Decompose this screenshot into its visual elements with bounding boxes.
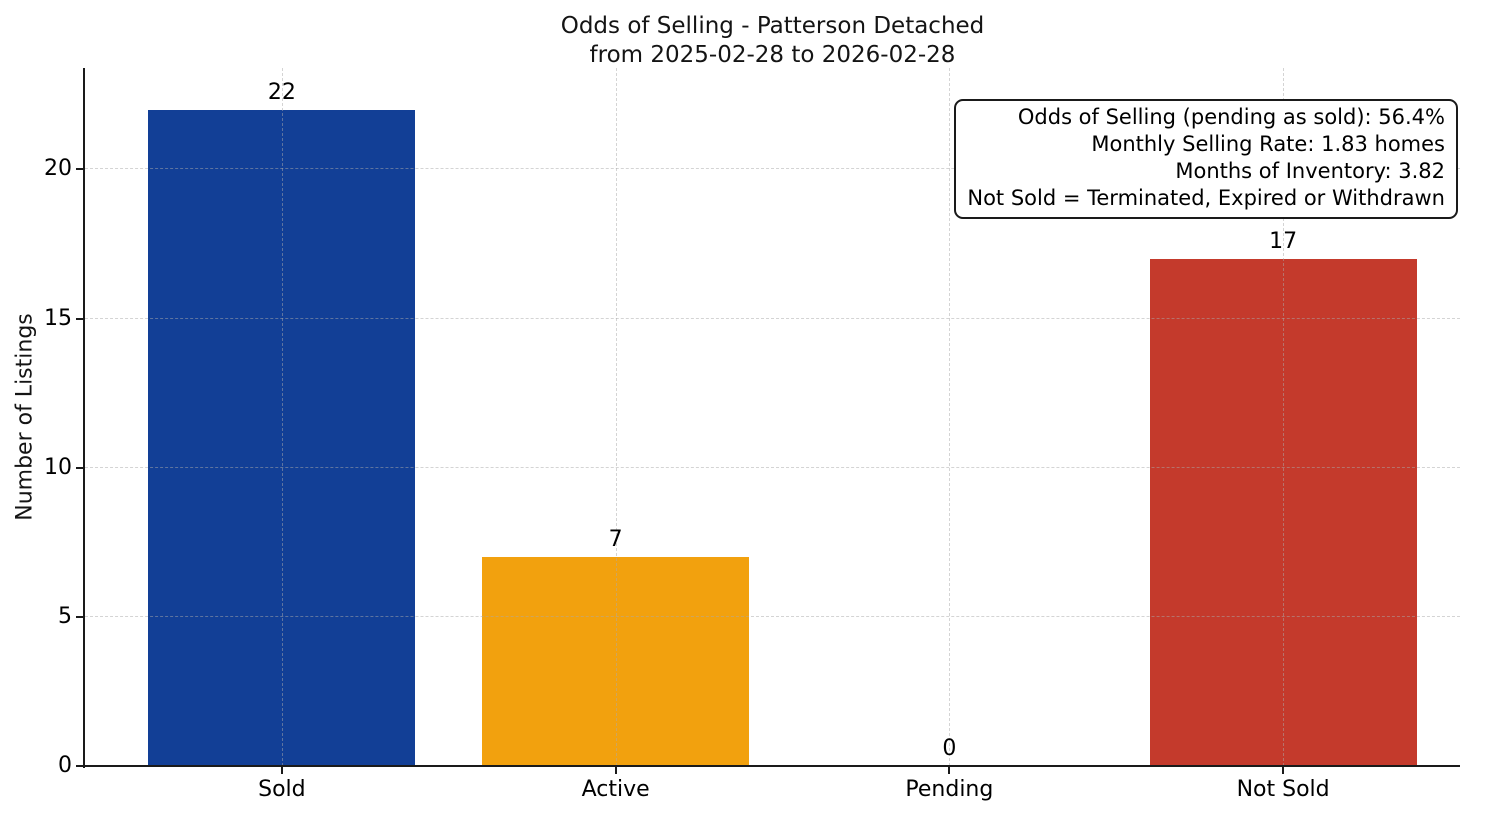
- bar-value-label: 7: [608, 527, 623, 553]
- y-tick-mark: [76, 317, 83, 320]
- gridline-horizontal: [85, 615, 1460, 617]
- bar-value-label: 17: [1269, 228, 1298, 254]
- y-tick-label: 15: [44, 305, 72, 331]
- chart-subtitle: from 2025-02-28 to 2026-02-28: [589, 42, 956, 68]
- y-tick-mark: [76, 765, 83, 767]
- bar-value-label: 22: [267, 79, 296, 105]
- x-tick-mark: [614, 767, 617, 774]
- chart-title-block: Odds of Selling - Patterson Detached fro…: [85, 12, 1460, 70]
- x-tick-label: Not Sold: [1236, 777, 1330, 802]
- gridline-horizontal: [85, 466, 1460, 468]
- y-tick-label: 10: [44, 454, 72, 480]
- gridline-vertical: [615, 68, 617, 766]
- bar-not-sold: [1149, 258, 1417, 766]
- gridline-horizontal: [85, 168, 1460, 170]
- gridline-vertical: [1283, 68, 1285, 766]
- annotation-line-inventory: Months of Inventory: 3.82: [1175, 159, 1445, 183]
- bar-active: [482, 557, 750, 766]
- x-axis-spine: [83, 765, 1460, 767]
- y-tick-mark: [76, 168, 83, 171]
- x-tick-mark: [1282, 767, 1285, 774]
- chart-title: Odds of Selling - Patterson Detached: [560, 13, 985, 39]
- x-tick-label: Active: [581, 777, 650, 802]
- x-tick-label: Pending: [905, 777, 994, 802]
- x-tick-mark: [948, 767, 951, 774]
- y-tick-label: 20: [44, 156, 72, 182]
- x-tick-mark: [280, 767, 283, 774]
- y-axis-spine: [83, 68, 85, 768]
- annotation-line-selling-rate: Monthly Selling Rate: 1.83 homes: [1091, 132, 1445, 156]
- y-tick-mark: [76, 615, 83, 618]
- plot-area: Odds of Selling (pending as sold): 56.4%…: [85, 68, 1460, 766]
- y-axis-label: Number of Listings: [12, 313, 38, 521]
- annotation-line-not-sold-def: Not Sold = Terminated, Expired or Withdr…: [967, 186, 1445, 210]
- y-tick-label: 0: [58, 753, 72, 778]
- bar-value-label: 0: [942, 736, 957, 761]
- gridline-vertical: [281, 68, 283, 766]
- gridline-horizontal: [85, 317, 1460, 319]
- x-tick-label: Sold: [258, 777, 306, 802]
- gridline-vertical: [949, 68, 951, 766]
- annotation-line-odds: Odds of Selling (pending as sold): 56.4%: [1017, 105, 1445, 129]
- y-tick-label: 5: [58, 603, 72, 629]
- y-tick-mark: [76, 466, 83, 469]
- annotation-box: Odds of Selling (pending as sold): 56.4%…: [954, 99, 1458, 219]
